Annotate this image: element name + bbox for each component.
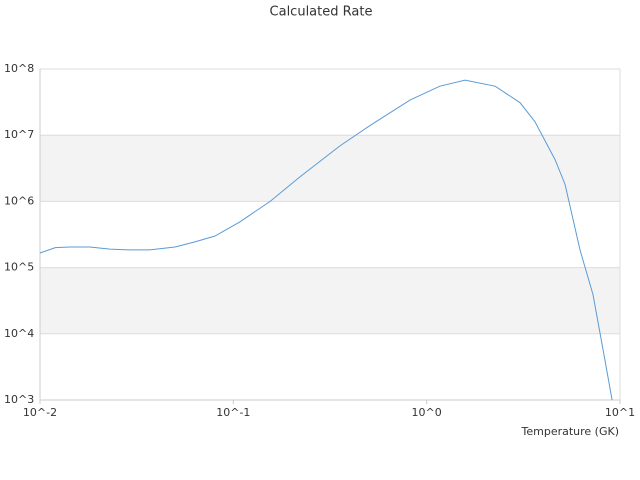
- y-tick-label: 10^4: [4, 327, 34, 340]
- x-tick-label: 10^-1: [216, 406, 250, 419]
- y-tick-label: 10^3: [4, 393, 34, 406]
- x-tick-label: 10^-2: [23, 406, 57, 419]
- x-tick-label: 10^1: [605, 406, 635, 419]
- y-tick-label: 10^6: [4, 194, 34, 207]
- x-tick-label: 10^0: [412, 406, 442, 419]
- data-line: [39, 79, 613, 401]
- y-tick-label: 10^8: [4, 62, 34, 75]
- x-axis-label: Temperature (GK): [521, 425, 620, 438]
- grid-band: [40, 135, 620, 202]
- y-tick-label: 10^7: [4, 128, 34, 141]
- grid-band: [40, 267, 620, 334]
- chart-title: Calculated Rate: [270, 5, 373, 20]
- y-tick-label: 10^5: [4, 261, 34, 274]
- plot-background: [39, 68, 621, 404]
